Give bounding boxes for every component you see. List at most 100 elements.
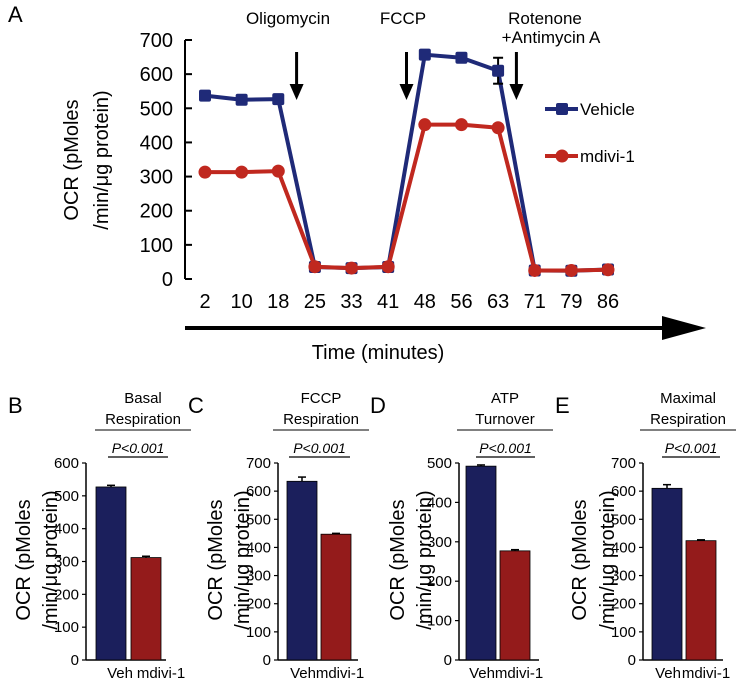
data-point-mdivi — [271, 164, 285, 178]
panel-d-bar — [499, 550, 531, 661]
panel-e-y-tick-label: 400 — [611, 539, 636, 556]
data-point-mdivi — [345, 261, 359, 275]
panel-e-title: Respiration — [650, 411, 726, 428]
panel-e-y-tick-label: 300 — [611, 568, 636, 585]
panel-a-label: A — [8, 2, 23, 27]
panel-e-category-label: Veh — [655, 665, 681, 682]
panel-d-y-label: OCR (pMoles — [387, 499, 409, 620]
panel-d-label: D — [370, 393, 386, 418]
data-point-mdivi — [418, 118, 432, 132]
panel-e-y-tick-label: 0 — [628, 652, 636, 669]
panel-d-y-tick-label: 500 — [427, 455, 452, 472]
panel-a-y-tick-label: 100 — [140, 235, 173, 257]
legend-marker — [556, 103, 568, 115]
injection-label: Oligomycin — [246, 9, 330, 28]
panel-e-y-tick-label: 600 — [611, 483, 636, 500]
panel-a-x-tick-label: 41 — [377, 291, 399, 313]
panel-b-title: Respiration — [105, 411, 181, 428]
panel-d-title: ATP — [491, 390, 519, 407]
panel-c-title: Respiration — [283, 411, 359, 428]
panel-a-x-tick-label: 71 — [524, 291, 546, 313]
panel-e-y-tick-label: 200 — [611, 596, 636, 613]
panel-a-x-tick-label: 2 — [199, 291, 210, 313]
panel-c-category-label: mdivi-1 — [316, 665, 364, 682]
panel-a-x-tick-label: 25 — [304, 291, 326, 313]
panel-c-y-tick-label: 600 — [246, 483, 271, 500]
panel-c-y-tick-label: 700 — [246, 455, 271, 472]
panel-b-y-tick-label: 200 — [54, 586, 79, 603]
panel-b-y-tick-label: 600 — [54, 455, 79, 472]
panel-b-category-label: Veh — [107, 665, 133, 682]
injection-arrow-head — [289, 84, 304, 100]
data-point-vehicle — [235, 93, 248, 106]
panel-e-bar — [651, 487, 683, 661]
legend-label: mdivi-1 — [580, 147, 635, 166]
panel-c-y-tick-label: 400 — [246, 539, 271, 556]
panel-b-bar — [95, 486, 127, 661]
panel-c-y-label: OCR (pMoles — [205, 499, 227, 620]
panel-b-y-tick-label: 100 — [54, 619, 79, 636]
data-point-vehicle — [418, 48, 431, 61]
panel-e-y-tick-label: 500 — [611, 511, 636, 528]
data-point-mdivi — [454, 118, 468, 132]
panel-a-y-tick-label: 500 — [140, 98, 173, 120]
injection-label: Rotenone — [508, 9, 582, 28]
data-point-mdivi — [564, 263, 578, 277]
data-point-mdivi — [528, 263, 542, 277]
panel-a-y-tick-label: 0 — [162, 269, 173, 291]
panel-a-x-tick-label: 10 — [231, 291, 253, 313]
panel-b-y-tick-label: 400 — [54, 521, 79, 538]
panel-d-y-tick-label: 100 — [427, 613, 452, 630]
data-point-mdivi — [308, 260, 322, 274]
panel-d-category-label: mdivi-1 — [495, 665, 543, 682]
panel-b-category-label: mdivi-1 — [137, 665, 185, 682]
panel-b-y-label: /min/μg protein) — [40, 490, 62, 629]
data-point-vehicle — [492, 64, 505, 77]
panel-a-y-label: /min/μg protein) — [91, 90, 113, 229]
panel-b-y-tick-label: 500 — [54, 488, 79, 505]
injection-arrow-head — [509, 84, 524, 100]
panel-b-bar — [130, 557, 162, 661]
panel-c-y-tick-label: 100 — [246, 624, 271, 641]
panel-b-y-tick-label: 300 — [54, 554, 79, 571]
panel-b-y-label: OCR (pMoles — [13, 499, 35, 620]
panel-a-x-tick-label: 48 — [414, 291, 436, 313]
panel-a-y-tick-label: 200 — [140, 201, 173, 223]
panel-e-y-label: OCR (pMoles — [569, 499, 591, 620]
panel-d-y-tick-label: 0 — [444, 652, 452, 669]
panel-c-y-tick-label: 300 — [246, 568, 271, 585]
panel-c-y-tick-label: 0 — [263, 652, 271, 669]
panel-c-title: FCCP — [301, 390, 342, 407]
data-point-vehicle — [455, 51, 468, 64]
injection-arrow-head — [399, 84, 414, 100]
panel-e-label: E — [555, 393, 570, 418]
panel-c-bar — [320, 533, 352, 661]
panel-e-bar — [685, 540, 717, 661]
panel-c-category-label: Veh — [290, 665, 316, 682]
data-point-mdivi — [491, 121, 505, 135]
panel-c-label: C — [188, 393, 204, 418]
panel-c-y-label: /min/μg protein) — [232, 490, 254, 629]
panel-b-title: Basal — [124, 390, 162, 407]
panel-c-bar — [286, 480, 318, 661]
panel-a-x-tick-label: 56 — [450, 291, 472, 313]
panel-d-category-label: Veh — [469, 665, 495, 682]
panel-b-label: B — [8, 393, 23, 418]
panel-a-y-label: OCR (pMoles — [61, 99, 83, 220]
panel-a-x-tick-label: 63 — [487, 291, 509, 313]
panel-d-title: Turnover — [475, 411, 534, 428]
panel-b-significance: P<0.001 — [112, 440, 165, 456]
data-point-vehicle — [199, 89, 211, 102]
panel-a-x-tick-label: 18 — [267, 291, 289, 313]
data-point-mdivi — [198, 165, 212, 179]
panel-e-y-label: /min/μg protein) — [597, 490, 619, 629]
panel-a-x-tick-label: 33 — [340, 291, 362, 313]
panel-c-y-tick-label: 500 — [246, 511, 271, 528]
panel-a-y-tick-label: 300 — [140, 167, 173, 189]
injection-label: +Antimycin A — [502, 28, 601, 47]
panel-a-x-tick-label: 86 — [597, 291, 619, 313]
panel-e-significance: P<0.001 — [665, 440, 718, 456]
panel-e-y-tick-label: 100 — [611, 624, 636, 641]
panel-e-title: Maximal — [660, 390, 716, 407]
